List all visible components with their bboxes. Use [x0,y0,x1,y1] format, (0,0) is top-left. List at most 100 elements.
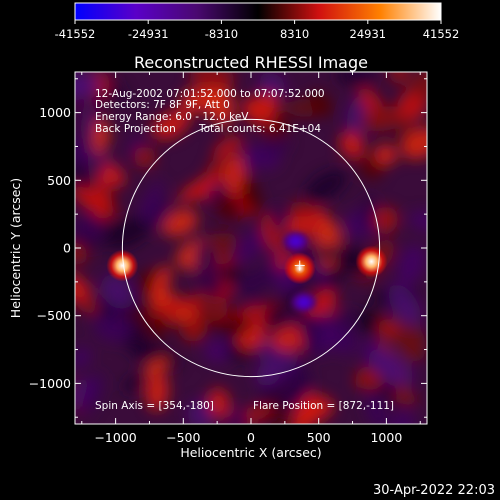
texture-blob [203,339,233,363]
texture-blob [150,265,172,303]
texture-blob [240,177,262,212]
annotation-method: Back Projection [95,123,176,135]
texture-blob [92,118,110,154]
texture-blob [360,106,405,131]
texture-blob [82,372,103,417]
texture-blob [75,76,91,96]
flare-position-marker [294,260,305,271]
texture-blob [376,383,397,400]
footer-timestamp: 30-Apr-2022 22:03 [373,483,495,498]
colorbar-tick-label: -41552 [55,27,96,41]
texture-blob [161,209,198,237]
texture-blob [397,92,427,122]
y-tick-label: 500 [47,173,71,188]
annotation-flare-position: Flare Position = [872,-111] [253,400,394,412]
texture-blob [102,217,150,249]
colorbar-tick-label: 41552 [423,27,460,41]
texture-blob [179,87,223,113]
texture-blob [316,308,332,357]
texture-blob [402,127,427,160]
texture-blob [219,263,243,283]
colorbar-ticks: -41552 -24931 -8310 8310 24931 41552 [55,20,460,41]
texture-blob [263,308,286,328]
texture-blob [100,273,134,310]
texture-blob [81,98,96,139]
colorbar-tick-label: 24931 [350,27,387,41]
colorbar [74,2,442,21]
texture-blob [133,146,156,169]
texture-blob [187,186,212,200]
texture-blob [255,363,281,387]
annotation-detectors: Detectors: 7F 8F 9F, Att 0 [95,99,230,111]
texture-blob [138,180,165,219]
annotation-time-range: 12-Aug-2002 07:01:52.000 to 07:07:52.000 [95,88,325,100]
x-tick-label: 0 [247,430,255,445]
annotation-energy: Energy Range: 6.0 - 12.0 keV [95,111,249,123]
texture-blob [75,274,92,305]
texture-blob [212,135,244,157]
texture-blob [372,206,399,233]
x-axis-label: Heliocentric X (arcsec) [180,445,321,460]
y-tick-label: −1000 [29,376,71,391]
flare-source [106,249,139,282]
colorbar-tick-label: -8310 [205,27,238,41]
texture-blob [243,92,280,123]
texture-blob [396,320,426,363]
texture-blob [357,309,381,333]
solar-limb-circle [121,118,381,378]
texture-blob [258,139,291,159]
image-area [75,72,427,424]
texture-blob [76,297,98,315]
texture-blob [236,268,276,294]
texture-blob [75,161,102,193]
texture-blob [89,184,113,220]
texture-blob [153,295,202,315]
negative-lobes [283,232,316,312]
x-axis-ticks: −1000 −500 0 500 1000 [81,72,421,445]
texture-blob [81,154,105,179]
texture-blob [289,201,314,217]
texture-blob [145,370,169,412]
texture-blob [339,131,365,159]
x-tick-label: 500 [307,430,331,445]
y-tick-label: −500 [37,308,71,323]
annotations: 12-Aug-2002 07:01:52.000 to 07:07:52.000… [95,88,394,412]
texture-blob [389,409,416,424]
x-tick-label: −500 [166,430,200,445]
annotation-spin-axis: Spin Axis = [354,-180] [95,400,214,412]
flare-source [355,245,388,278]
texture-blob [368,349,414,386]
texture-blob [75,242,88,265]
texture-blob [358,157,383,180]
colorbar-tick-label: -24931 [128,27,169,41]
texture-blob [290,392,319,424]
texture-blob [335,311,357,326]
texture-blob [233,228,267,264]
texture-blob [365,392,387,424]
texture-blob [143,357,169,376]
texture-blob [388,72,410,85]
texture-blob [258,72,286,96]
texture-blob [309,89,333,117]
texture-blob [304,169,347,203]
y-axis-ticks: −1000 −500 0 500 1000 [29,78,427,418]
backprojection-texture [75,72,427,424]
colorbar-tick-label: 8310 [280,27,309,41]
texture-blob [360,194,375,232]
texture-blob [122,372,152,393]
texture-blob [75,135,89,164]
texture-blob [377,318,399,340]
texture-blob [277,366,312,410]
annotation-counts: Total counts: 6.41E+04 [198,123,321,135]
texture-blob [93,312,133,342]
texture-blob [388,283,421,327]
x-tick-label: 1000 [370,430,402,445]
y-tick-label: 0 [63,241,71,256]
texture-blob [153,109,191,140]
texture-blob [194,239,220,291]
texture-blob [187,399,216,424]
texture-blob [207,388,230,419]
texture-blob [189,72,235,91]
texture-blob [217,315,252,337]
